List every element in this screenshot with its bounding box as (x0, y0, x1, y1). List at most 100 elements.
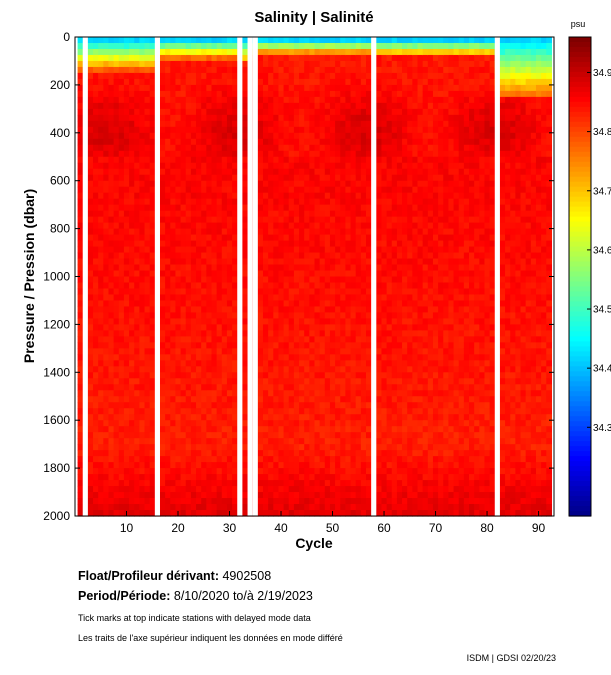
heatmap-cell (206, 300, 213, 308)
heatmap-cell (345, 432, 352, 439)
heatmap-cell (221, 54, 228, 62)
heatmap-cell (386, 300, 393, 308)
heatmap-cell (118, 462, 125, 469)
heatmap-cell (134, 234, 140, 242)
heatmap-cell (288, 228, 295, 236)
heatmap-cell (206, 180, 213, 188)
heatmap-cell (87, 198, 94, 206)
heatmap-cell (340, 192, 346, 200)
heatmap-cell (123, 282, 130, 290)
heatmap-cell (293, 180, 300, 188)
heatmap-cell (360, 162, 367, 170)
heatmap-cell (366, 282, 372, 290)
heatmap-cell (396, 228, 403, 236)
heatmap-cell (242, 150, 249, 158)
heatmap-cell (299, 366, 305, 373)
heatmap-cell (211, 372, 218, 379)
heatmap-cell (170, 54, 177, 62)
heatmap-cell (283, 276, 290, 284)
heatmap-cell (221, 252, 228, 260)
heatmap-cell (211, 192, 218, 200)
heatmap-cell (242, 342, 249, 349)
heatmap-cell (190, 402, 197, 409)
heatmap-cell (196, 396, 202, 403)
heatmap-cell (118, 180, 125, 188)
heatmap-cell (355, 150, 362, 158)
heatmap-cell (139, 126, 146, 134)
heatmap-cell (319, 462, 326, 469)
heatmap-cell (345, 84, 352, 92)
heatmap-cell (201, 180, 207, 188)
heatmap-cell (319, 318, 326, 325)
heatmap-cell (314, 114, 321, 122)
heatmap-cell (335, 216, 341, 224)
heatmap-cell (376, 450, 383, 457)
heatmap-cell (221, 426, 228, 433)
heatmap-cell (170, 348, 177, 355)
heatmap-cell (201, 438, 207, 445)
heatmap-cell (329, 42, 336, 50)
heatmap-cell (226, 198, 233, 206)
heatmap-cell (159, 156, 166, 164)
heatmap-cell (185, 126, 192, 134)
heatmap-cell (170, 78, 177, 86)
heatmap-cell (185, 282, 192, 290)
heatmap-cell (93, 390, 99, 397)
heatmap-cell (355, 468, 362, 475)
heatmap-cell (391, 492, 398, 499)
heatmap-cell (340, 408, 346, 415)
heatmap-cell (123, 348, 130, 355)
heatmap-cell (180, 372, 187, 379)
heatmap-cell (221, 468, 228, 475)
heatmap-cell (206, 468, 213, 475)
heatmap-cell (201, 72, 207, 80)
heatmap-cell (211, 72, 218, 80)
heatmap-cell (386, 114, 393, 122)
heatmap-cell (288, 492, 295, 499)
heatmap-cell (355, 156, 362, 164)
heatmap-cell (293, 78, 300, 86)
heatmap-cell (190, 144, 197, 152)
heatmap-cell (376, 408, 383, 415)
heatmap-cell (113, 474, 120, 481)
heatmap-cell (87, 492, 94, 499)
heatmap-cell (196, 102, 202, 110)
heatmap-cell (221, 150, 228, 158)
heatmap-cell (340, 48, 346, 56)
heatmap-cell (232, 96, 238, 104)
heatmap-cell (268, 294, 274, 302)
heatmap-cell (159, 300, 166, 308)
heatmap-cell (118, 120, 125, 128)
heatmap-cell (396, 168, 403, 176)
heatmap-cell (299, 390, 305, 397)
heatmap-cell (196, 390, 202, 397)
heatmap-cell (211, 120, 218, 128)
heatmap-cell (139, 366, 146, 373)
heatmap-cell (93, 204, 99, 212)
heatmap-cell (304, 390, 310, 397)
heatmap-cell (340, 108, 346, 116)
heatmap-cell (319, 102, 326, 110)
heatmap-cell (87, 216, 94, 224)
heatmap-cell (129, 450, 135, 457)
heatmap-cell (103, 294, 110, 302)
heatmap-cell (139, 258, 146, 266)
heatmap-cell (206, 432, 213, 439)
heatmap-cell (242, 144, 249, 152)
heatmap-cell (293, 414, 300, 421)
heatmap-cell (319, 306, 326, 314)
heatmap-cell (319, 504, 326, 511)
heatmap-cell (185, 204, 192, 212)
heatmap-cell (396, 156, 403, 164)
heatmap-cell (226, 126, 233, 134)
heatmap-cell (216, 234, 223, 242)
heatmap-cell (329, 384, 336, 391)
heatmap-cell (283, 174, 290, 182)
heatmap-cell (201, 198, 207, 206)
heatmap-cell (345, 48, 352, 56)
heatmap-cell (262, 102, 269, 110)
heatmap-cell (288, 192, 295, 200)
heatmap-cell (134, 426, 140, 433)
heatmap-cell (108, 144, 115, 152)
heatmap-cell (345, 342, 352, 349)
